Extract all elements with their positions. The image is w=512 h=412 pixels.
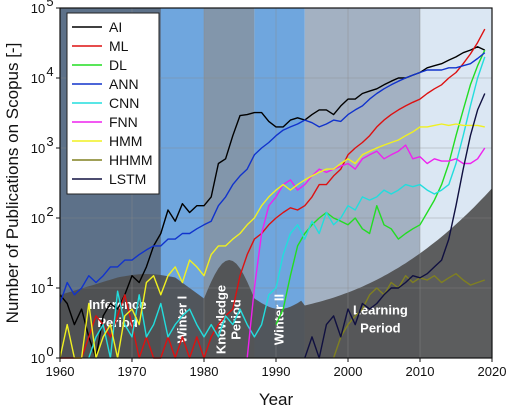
period-label: Period <box>360 321 401 336</box>
series-line-dl <box>275 49 486 325</box>
series-line-cnn <box>88 56 486 359</box>
publication-volume-overlay <box>60 188 492 358</box>
series-lines <box>59 28 486 359</box>
legend-label: HHMM <box>109 152 153 168</box>
y-tick-base: 10 <box>31 281 45 296</box>
x-tick-label: 1980 <box>190 364 219 379</box>
legend-label: DL <box>109 57 127 73</box>
y-tick-base: 10 <box>31 1 45 16</box>
x-tick-label: 2010 <box>406 364 435 379</box>
y-tick-base: 10 <box>31 351 45 366</box>
y-tick-exponent: 1 <box>46 274 53 289</box>
x-tick-label: 2000 <box>334 364 363 379</box>
period-label: Knowledge <box>214 285 229 354</box>
legend: AI ML DL ANN CNN FNN HMM HHMM LSTM <box>66 12 160 195</box>
series-line-hmm <box>59 123 485 359</box>
series-line-fnn <box>246 144 486 359</box>
y-tick-base: 10 <box>31 211 45 226</box>
y-tick-exponent: 5 <box>46 0 53 9</box>
y-tick-exponent: 0 <box>46 344 53 359</box>
legend-label: LSTM <box>109 171 146 187</box>
y-tick-exponent: 3 <box>46 134 53 149</box>
period-band <box>254 8 305 358</box>
y-tick-base: 10 <box>31 71 45 86</box>
period-label: Period <box>229 299 244 340</box>
legend-label: AI <box>109 19 122 35</box>
legend-label: FNN <box>109 114 138 130</box>
period-label: Winter I <box>174 296 189 344</box>
x-tick-label: 1970 <box>118 364 147 379</box>
legend-label: ANN <box>109 76 139 92</box>
series-line-ml <box>60 28 486 359</box>
x-tick-label: 1960 <box>46 364 75 379</box>
legend-label: HMM <box>109 133 142 149</box>
legend-label: CNN <box>109 95 139 111</box>
x-axis-label: Year <box>259 390 294 409</box>
x-axis-ticks: 1960 1970 1980 1990 2000 2010 2020 <box>46 358 507 379</box>
period-label: Inference <box>89 297 147 312</box>
y-tick-exponent: 4 <box>46 64 53 79</box>
x-tick-label: 1990 <box>262 364 291 379</box>
legend-label: ML <box>109 38 129 54</box>
series-line-ann <box>59 52 486 304</box>
x-tick-label: 2020 <box>478 364 507 379</box>
period-label: Period <box>97 315 138 330</box>
y-tick-base: 10 <box>31 141 45 156</box>
series-line-lstm <box>304 93 486 359</box>
y-tick-exponent: 2 <box>46 204 53 219</box>
y-axis-label: Number of Publications on Scopus [-] <box>3 43 22 324</box>
